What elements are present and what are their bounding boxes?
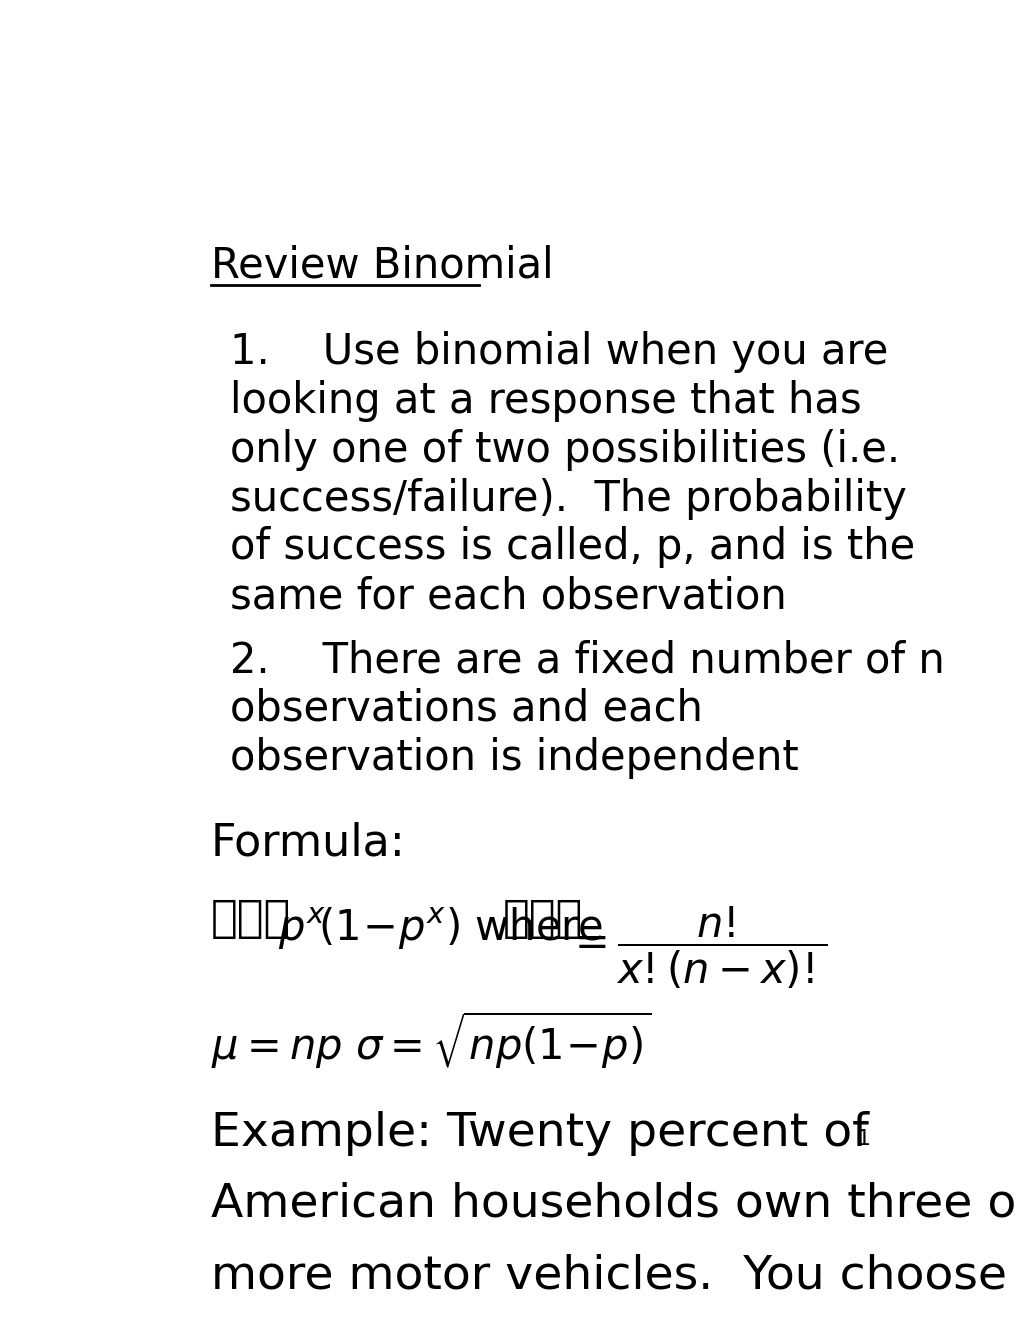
Text: observation is independent: observation is independent: [230, 737, 798, 779]
Text: 驿組秒: 驿組秒: [502, 898, 583, 940]
Text: American households own three or: American households own three or: [210, 1181, 1019, 1226]
Text: more motor vehicles.  You choose 12: more motor vehicles. You choose 12: [210, 1253, 1019, 1298]
Text: $p^x\!\left(1\!-\!p^x\right)$ where: $p^x\!\left(1\!-\!p^x\right)$ where: [277, 906, 602, 952]
Text: only one of two possibilities (i.e.: only one of two possibilities (i.e.: [230, 429, 900, 471]
Text: 1.    Use binomial when you are: 1. Use binomial when you are: [230, 331, 888, 374]
Text: success/failure).  The probability: success/failure). The probability: [230, 478, 906, 520]
Text: same for each observation: same for each observation: [230, 576, 787, 618]
Text: observations and each: observations and each: [230, 688, 702, 730]
Text: 1: 1: [856, 1130, 870, 1150]
Text: Review Binomial: Review Binomial: [210, 244, 552, 286]
Text: $\mu = np \ \sigma = \sqrt{np(1\!-\!p)}$: $\mu = np \ \sigma = \sqrt{np(1\!-\!p)}$: [210, 1008, 650, 1071]
Text: 2.    There are a fixed number of n: 2. There are a fixed number of n: [230, 639, 944, 681]
Text: 驿組秒: 驿組秒: [210, 898, 290, 940]
Text: of success is called, p, and is the: of success is called, p, and is the: [230, 527, 915, 569]
Text: $= \dfrac{n!}{x!\left(n-x\right)!}$: $= \dfrac{n!}{x!\left(n-x\right)!}$: [566, 906, 827, 991]
Text: looking at a response that has: looking at a response that has: [230, 380, 861, 422]
Text: Example: Twenty percent of: Example: Twenty percent of: [210, 1110, 867, 1156]
Text: Formula:: Formula:: [210, 821, 405, 865]
